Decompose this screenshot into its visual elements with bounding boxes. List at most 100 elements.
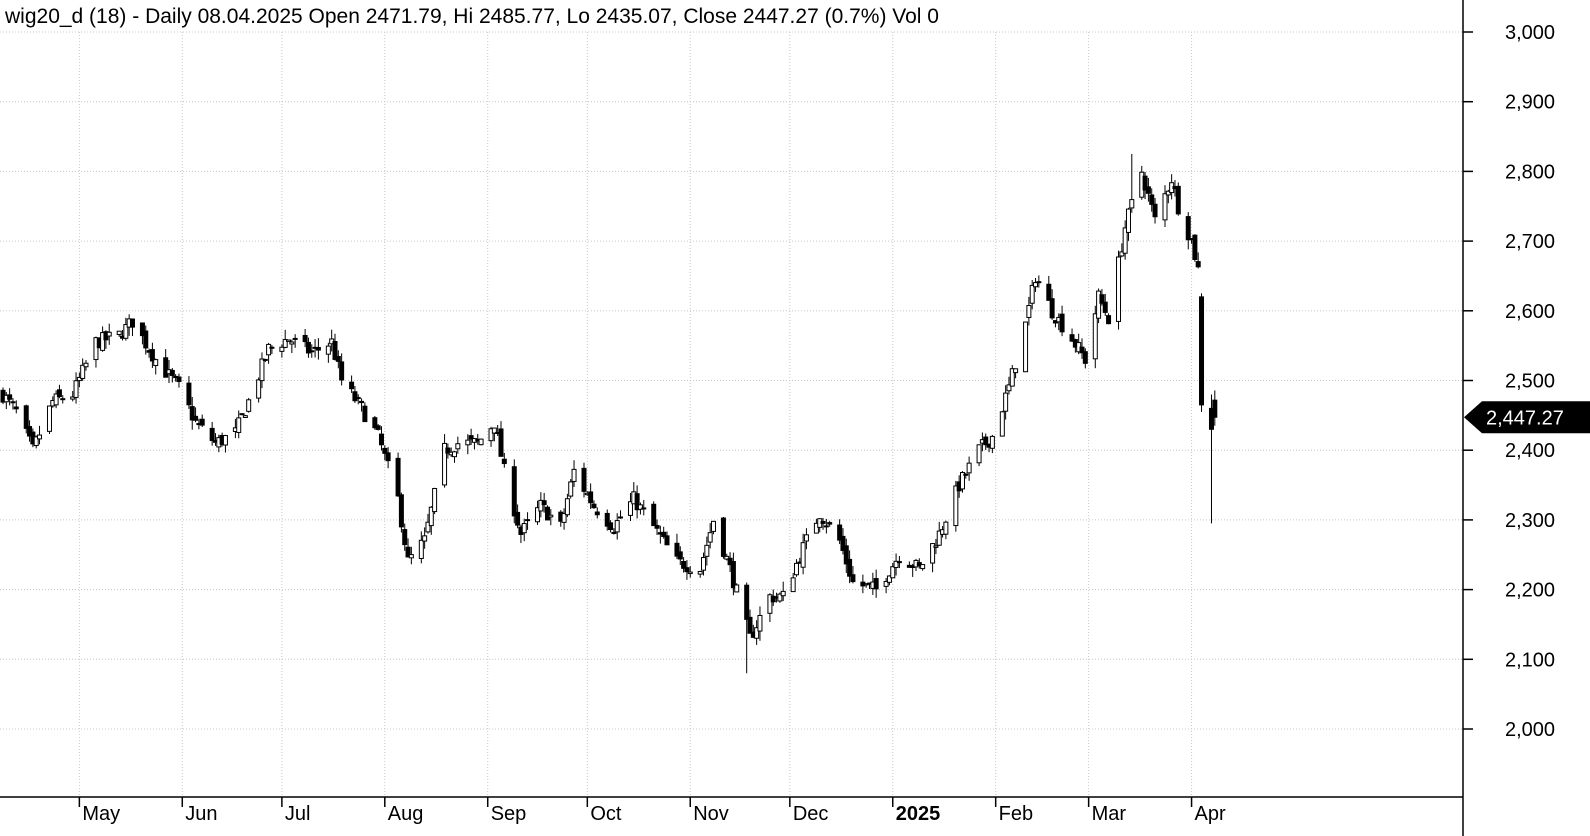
candle-body: [933, 545, 939, 548]
candle: [747, 609, 753, 634]
candle: [375, 424, 381, 431]
candle: [843, 538, 849, 574]
candle-body: [398, 494, 404, 528]
candle: [266, 342, 272, 364]
candle-body: [488, 428, 494, 442]
candle-body: [697, 570, 703, 575]
candle-body: [199, 418, 205, 426]
candle-body: [292, 337, 298, 340]
candle: [33, 435, 39, 449]
candle-body: [1006, 384, 1012, 392]
candle-body: [1175, 185, 1181, 215]
candle: [153, 358, 159, 375]
candle-body: [402, 529, 408, 546]
candle-body: [395, 457, 401, 497]
candle-body: [823, 525, 829, 528]
candle-body: [1116, 256, 1122, 322]
candle: [60, 395, 66, 404]
candle: [378, 426, 384, 451]
candle: [664, 531, 670, 546]
candle: [651, 501, 657, 527]
candle: [896, 556, 902, 569]
candle: [1212, 390, 1218, 426]
y-tick-label: 2,700: [1505, 231, 1555, 253]
candle-body: [1119, 251, 1125, 257]
candle: [209, 421, 215, 446]
candle: [491, 427, 497, 442]
candle: [754, 620, 760, 645]
candle: [289, 339, 295, 354]
candle-body: [963, 473, 969, 476]
candle-body: [893, 560, 899, 569]
candle: [933, 538, 939, 555]
candle-body: [1122, 227, 1128, 254]
candle: [1059, 305, 1065, 337]
candle: [1096, 288, 1102, 324]
candlestick-series: [0, 153, 1218, 674]
candle: [890, 562, 896, 579]
candle-body: [1149, 194, 1155, 205]
candle: [840, 528, 846, 555]
candle: [27, 420, 33, 442]
candle-body: [1195, 261, 1201, 268]
candle: [332, 333, 338, 361]
candle-body: [677, 551, 683, 560]
candle-body: [372, 417, 378, 429]
candle: [83, 360, 89, 371]
candle-body: [770, 595, 776, 603]
candle: [7, 388, 13, 406]
candle: [561, 508, 567, 530]
candle: [707, 523, 713, 549]
candle-body: [286, 339, 292, 342]
candle-body: [1106, 315, 1112, 325]
candle-body: [378, 433, 384, 446]
candle-body: [382, 447, 388, 454]
candle-body: [1036, 281, 1042, 284]
candle-body: [959, 472, 965, 490]
candle: [305, 337, 311, 358]
candle: [564, 493, 570, 518]
candle: [309, 344, 315, 358]
candle-body: [70, 396, 76, 400]
candle: [1029, 279, 1035, 310]
candle-body: [186, 382, 192, 406]
candle: [1106, 313, 1112, 325]
candle: [37, 425, 43, 445]
candle-body: [1212, 399, 1218, 418]
candle-body: [1199, 296, 1205, 406]
candle-body: [604, 512, 610, 527]
candle: [432, 487, 438, 515]
candle-body: [23, 405, 29, 429]
candle-body: [193, 415, 199, 421]
candle: [1046, 275, 1052, 301]
candle-body: [890, 566, 896, 579]
candle: [634, 485, 640, 519]
candle: [256, 377, 262, 403]
candle-body: [983, 436, 989, 446]
candle-body: [143, 330, 149, 349]
candle-body: [239, 413, 245, 416]
candle-body: [674, 542, 680, 557]
candle: [823, 518, 829, 534]
candle: [286, 339, 292, 342]
candle-body: [930, 543, 936, 564]
candle-body: [10, 401, 16, 404]
candle-body: [943, 521, 949, 535]
candle: [674, 533, 680, 560]
candle: [1142, 171, 1148, 200]
candle: [1033, 277, 1039, 292]
y-tick-label: 2,900: [1505, 92, 1555, 114]
candle: [544, 505, 550, 521]
candle: [976, 444, 982, 467]
candle: [1079, 338, 1085, 359]
candle: [1208, 394, 1214, 524]
candle-body: [591, 503, 597, 509]
candle-body: [654, 524, 660, 529]
candle-body: [478, 438, 484, 446]
candle-body: [385, 452, 391, 462]
candle: [325, 342, 331, 363]
candle-body: [1208, 407, 1214, 430]
candle: [687, 566, 693, 578]
candle: [1119, 243, 1125, 258]
candle-body: [93, 337, 99, 361]
